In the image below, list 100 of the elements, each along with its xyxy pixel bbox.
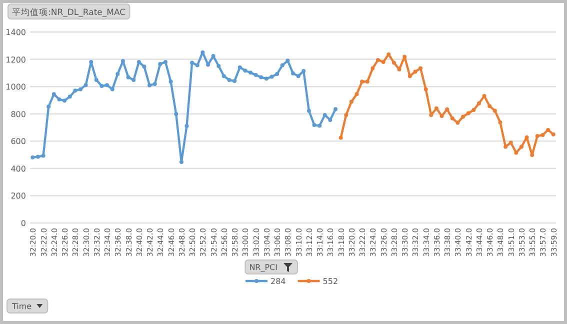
- point: [174, 112, 178, 116]
- point: [360, 80, 364, 84]
- point: [334, 107, 338, 112]
- point: [456, 120, 460, 125]
- point: [322, 112, 327, 117]
- point: [476, 101, 481, 106]
- point: [41, 154, 46, 158]
- point: [492, 108, 497, 113]
- point: [126, 75, 130, 80]
- point: [62, 98, 67, 103]
- point: [280, 63, 284, 68]
- point: [57, 97, 62, 102]
- point: [524, 135, 529, 140]
- legend-title: NR_PCI: [249, 263, 278, 272]
- point: [84, 83, 88, 88]
- point: [243, 68, 248, 73]
- point: [312, 123, 316, 128]
- point: [30, 155, 35, 160]
- point: [540, 133, 545, 138]
- legend-title: NR_PCI: [244, 260, 298, 274]
- point: [132, 78, 136, 82]
- chart-title: 平均值项:NR_DL_Rate_MAC: [12, 7, 126, 18]
- y-tick-label: 0: [20, 219, 26, 228]
- point: [440, 114, 444, 118]
- point: [168, 80, 173, 84]
- point: [402, 54, 407, 59]
- point: [450, 116, 454, 120]
- point: [248, 70, 252, 75]
- point: [94, 78, 98, 82]
- point: [291, 71, 295, 76]
- point: [232, 78, 237, 83]
- point: [445, 107, 450, 112]
- point: [488, 104, 492, 108]
- point: [519, 144, 524, 149]
- point: [461, 114, 466, 119]
- point: [418, 66, 423, 70]
- point: [68, 94, 72, 99]
- y-tick-label: 200: [10, 192, 26, 201]
- y-tick-label: 400: [10, 164, 26, 174]
- point: [259, 75, 264, 80]
- point: [116, 72, 120, 76]
- point: [318, 124, 322, 128]
- point: [349, 100, 354, 104]
- point: [424, 87, 428, 92]
- point: [227, 78, 232, 82]
- point: [354, 92, 359, 96]
- point: [370, 66, 375, 70]
- annotation: Time: [6, 298, 48, 314]
- point: [392, 60, 396, 65]
- point: [429, 112, 434, 117]
- point: [472, 108, 476, 112]
- point: [195, 63, 200, 68]
- point: [73, 88, 78, 93]
- point: [413, 70, 418, 74]
- point: [365, 80, 370, 84]
- legend-label: 284: [270, 277, 286, 286]
- y-tick-label: 800: [10, 110, 26, 119]
- point: [78, 87, 82, 92]
- point: [142, 64, 146, 69]
- point: [504, 144, 508, 149]
- point: [148, 83, 152, 88]
- point: [254, 72, 258, 77]
- point: [551, 132, 556, 136]
- point: [179, 160, 184, 164]
- point: [344, 112, 348, 117]
- point: [238, 65, 242, 70]
- point: [36, 154, 40, 159]
- point: [338, 136, 343, 140]
- point: [434, 106, 438, 110]
- point: [296, 74, 300, 78]
- point: [222, 74, 226, 78]
- point: [386, 52, 391, 56]
- point: [466, 111, 470, 116]
- point: [158, 62, 162, 66]
- point: [514, 150, 518, 155]
- point: [535, 134, 540, 138]
- point: [190, 60, 194, 65]
- point: [46, 104, 51, 109]
- y-tick-label: 600: [10, 137, 26, 146]
- point: [546, 128, 550, 132]
- title: 平均值项:NR_DL_Rate_MAC: [8, 4, 130, 20]
- legend-label: 552: [322, 277, 338, 286]
- y-tick-label: 1400: [6, 28, 26, 37]
- point: [216, 64, 221, 68]
- point: [498, 120, 502, 124]
- point: [508, 140, 513, 145]
- point: [306, 108, 311, 113]
- point: [270, 74, 274, 79]
- point: [100, 84, 104, 88]
- point: [110, 87, 114, 92]
- point: [381, 60, 386, 64]
- point: [152, 82, 157, 86]
- point: [264, 76, 268, 81]
- point: [275, 72, 280, 76]
- point: [530, 153, 534, 158]
- y-tick-label: 1200: [6, 55, 26, 64]
- point: [408, 74, 412, 78]
- y-tick-label: 1000: [6, 82, 26, 92]
- point: [163, 60, 168, 64]
- point: [376, 58, 380, 62]
